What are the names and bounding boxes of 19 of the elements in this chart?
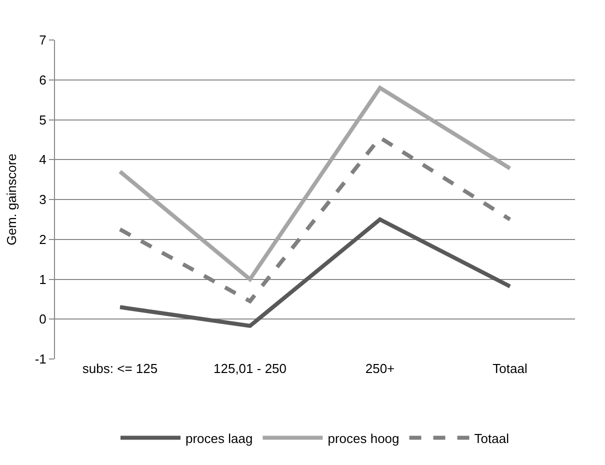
line-series [118, 86, 512, 282]
y-tick-label: 6 [39, 72, 46, 88]
y-tick-label: 2 [39, 232, 46, 247]
y-tick-label: 3 [39, 192, 46, 208]
y-tick-label: 0 [39, 312, 46, 327]
legend-label: Totaal [474, 430, 510, 446]
y-axis-title: Gem. gainscore [4, 154, 19, 246]
x-tick-label: 125,01 - 250 [213, 361, 287, 376]
y-tick-label: 5 [39, 112, 46, 128]
x-tick-label: 250+ [365, 361, 395, 376]
y-tick-label: 7 [39, 32, 46, 48]
x-tick-label: Totaal [492, 361, 528, 376]
y-tick-label: 1 [39, 272, 46, 287]
y-tick-label: 4 [39, 152, 46, 168]
legend-label: proces hoog [328, 430, 400, 446]
y-tick-label: -1 [34, 352, 46, 367]
legend-label: proces laag [186, 430, 253, 446]
x-tick-label: subs: <= 125 [82, 361, 158, 376]
line-series [118, 217, 512, 328]
